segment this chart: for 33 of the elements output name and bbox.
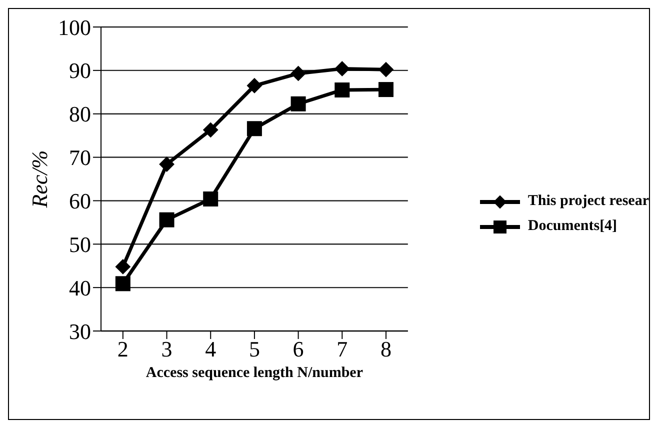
point [115,259,130,274]
x-tick-label: 5 [248,336,260,362]
y-tick-label: 80 [69,102,91,127]
point [378,82,394,98]
y-tick-label: 90 [69,58,91,84]
y-tick-label: 100 [58,14,91,40]
legend-label: This project resear [528,193,649,210]
y-tick-label: 70 [69,145,91,170]
point [290,66,306,81]
point [159,156,174,172]
legend-label: Documents[4] [528,218,618,235]
x-tick-label: 3 [161,336,172,362]
x-axis-title: Access sequence length N/number [146,365,364,381]
point [115,276,130,292]
point [203,191,218,206]
x-tick-label: 6 [292,336,304,362]
y-tick-label: 40 [69,275,91,300]
point [334,82,350,98]
point [378,62,394,78]
point [159,212,174,228]
x-tick-label: 2 [117,336,128,362]
point [246,78,262,94]
y-tick-label: 60 [69,188,91,214]
x-tick-label: 4 [205,336,216,362]
point [246,121,262,136]
y-tick-label: 50 [69,232,91,257]
point [334,61,350,76]
y-tick-label: 30 [69,318,91,344]
x-tick-label: 8 [380,336,392,362]
point [203,122,218,138]
y-axis-title: Rec/% [26,150,52,209]
point [290,96,306,112]
x-tick-label: 7 [336,336,348,362]
